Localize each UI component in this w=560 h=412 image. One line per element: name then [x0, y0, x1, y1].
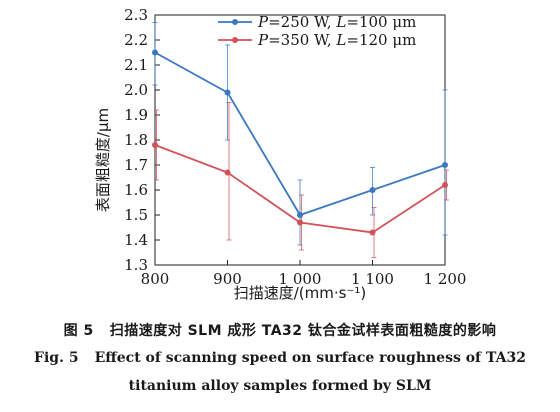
y-tick-label: 2.1	[124, 56, 148, 74]
legend-marker	[232, 19, 238, 25]
caption-en-number: Fig. 5	[34, 350, 79, 366]
data-point	[369, 229, 376, 236]
legend-marker	[232, 37, 238, 43]
y-tick-label: 2.2	[124, 31, 148, 49]
caption-chinese: 图 5 扫描速度对 SLM 成形 TA32 钛合金试样表面粗糙度的影响	[0, 320, 560, 340]
y-axis-label: 表面粗糙度/μm	[94, 108, 112, 212]
data-point	[224, 89, 231, 96]
data-points	[152, 49, 448, 236]
data-point	[152, 142, 158, 148]
roughness-line-chart: 1.3 1.4 1.5 1.6 1.7 1.8 1.9 2.0 2.1 2.2 2.3 800 900…	[94, 6, 467, 302]
data-point	[224, 169, 231, 176]
data-point	[297, 219, 303, 226]
legend-label: P=350 W, L=120 μm	[257, 31, 416, 49]
x-tick-label: 1 100	[351, 270, 394, 288]
legend: P=250 W, L=100 μmP=350 W, L=120 μm	[218, 13, 416, 49]
x-tick-label: 800	[141, 270, 170, 288]
y-tick-label: 2.0	[124, 81, 148, 99]
data-point	[152, 49, 158, 56]
caption-english: Fig. 5 Effect of scanning speed on surfac…	[0, 350, 560, 366]
y-tick-label: 1.8	[124, 131, 148, 149]
x-axis-label: 扫描速度/(mm·s⁻¹)	[234, 284, 367, 302]
x-tick-label: 900	[213, 270, 242, 288]
x-tick-label: 1 200	[424, 270, 467, 288]
x-tick-label: 1 000	[279, 270, 322, 288]
y-tick-label: 1.7	[124, 156, 148, 174]
y-tick-label: 1.4	[124, 231, 148, 249]
y-tick-label: 1.9	[124, 106, 148, 124]
data-point	[442, 162, 448, 168]
y-tick-label: 1.6	[124, 181, 148, 199]
data-point	[442, 182, 448, 188]
x-axis-ticks: 800 900 1 000 1 100 1 200	[141, 260, 467, 288]
caption-cn-text: 扫描速度对 SLM 成形 TA32 钛合金试样表面粗糙度的影响	[109, 323, 497, 339]
data-point	[369, 187, 376, 193]
y-tick-label: 1.5	[124, 206, 148, 224]
y-axis-ticks: 1.3 1.4 1.5 1.6 1.7 1.8 1.9 2.0 2.1 2.2 2.3	[124, 6, 160, 274]
caption-english-line2: titanium alloy samples formed by SLM	[128, 378, 432, 394]
legend-label: P=250 W, L=100 μm	[257, 13, 416, 31]
caption-cn-number: 图 5	[63, 323, 94, 339]
y-tick-label: 1.3	[124, 256, 148, 274]
y-tick-label: 2.3	[124, 6, 148, 24]
data-point	[297, 212, 303, 218]
caption-en-line1: Effect of scanning speed on surface roug…	[94, 350, 526, 366]
